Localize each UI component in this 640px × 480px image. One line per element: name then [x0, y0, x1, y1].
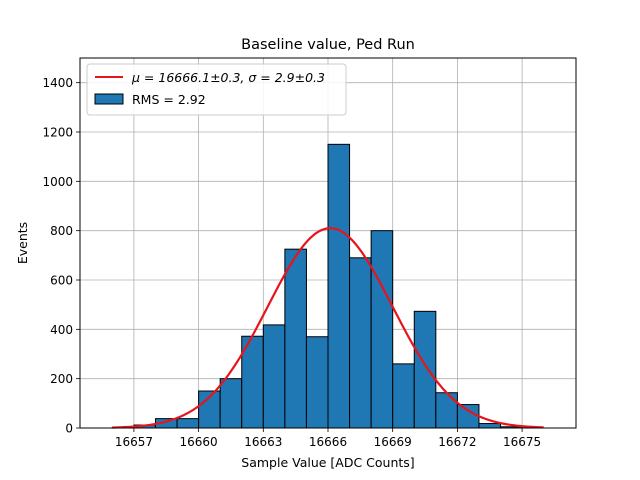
y-tick-label: 200: [50, 372, 73, 386]
histogram-bar: [305, 336, 329, 429]
histogram-bar: [327, 143, 351, 429]
legend-fit-sigma: σ = 2.9±0.3: [248, 70, 325, 85]
x-tick-label: 16663: [244, 435, 282, 449]
legend-hist-label: RMS = 2.92: [132, 92, 206, 107]
histogram-bar: [456, 404, 480, 429]
x-tick-label: 16675: [503, 435, 541, 449]
histogram-bar: [370, 230, 394, 429]
histogram-bar: [219, 378, 243, 429]
histogram-bar: [478, 423, 502, 429]
x-tick-label: 16669: [374, 435, 412, 449]
y-tick-label: 0: [65, 422, 73, 436]
legend-hist-swatch: [94, 93, 124, 105]
legend-box: [86, 63, 347, 116]
y-tick-label: 400: [50, 323, 73, 337]
gaussian-fit-line: [112, 227, 544, 429]
y-axis-label: Events: [15, 222, 30, 264]
histogram-bar: [392, 363, 415, 429]
y-axis-ticks: 0 200 400 600 800 1000 1200 1400: [42, 76, 80, 436]
legend: μ = 16666.1±0.3, σ = 2.9±0.3 RMS = 2.92: [86, 63, 347, 116]
histogram-bar: [262, 324, 286, 429]
y-tick-label: 1400: [42, 76, 73, 90]
x-tick-label: 16666: [309, 435, 347, 449]
y-tick-label: 600: [50, 274, 73, 288]
chart-title: Baseline value, Ped Run: [241, 37, 415, 53]
histogram-bar: [413, 310, 437, 429]
histogram-bar: [284, 248, 307, 429]
x-tick-label: 16657: [115, 435, 153, 449]
legend-fit-mu: μ = 16666.1±0.3,: [131, 70, 244, 85]
legend-fit-label: μ = 16666.1±0.3, σ = 2.9±0.3: [131, 70, 325, 85]
histogram-bar: [349, 257, 372, 429]
y-tick-label: 1000: [42, 175, 73, 189]
x-tick-label: 16672: [438, 435, 476, 449]
x-axis-label: Sample Value [ADC Counts]: [241, 455, 414, 470]
histogram-bar: [435, 392, 458, 429]
histogram-bar: [176, 418, 200, 429]
x-axis-ticks: 16657 16660 16663 16666 16669 16672 16675: [115, 428, 541, 449]
gaussian-fit: [112, 227, 544, 429]
y-tick-label: 1200: [42, 126, 73, 140]
y-tick-label: 800: [50, 224, 73, 238]
x-tick-label: 16660: [180, 435, 218, 449]
